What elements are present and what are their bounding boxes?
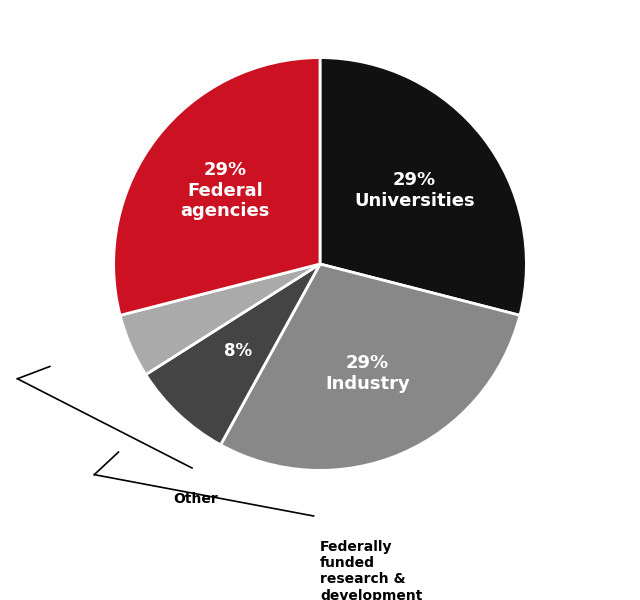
Wedge shape: [120, 264, 320, 374]
Wedge shape: [146, 264, 320, 445]
Text: Federally
funded
research &
development
centers: Federally funded research & development …: [320, 540, 422, 600]
Text: 29%
Industry: 29% Industry: [325, 355, 410, 393]
Wedge shape: [221, 264, 520, 470]
Text: 8%: 8%: [224, 342, 252, 360]
Text: 29%
Federal
agencies: 29% Federal agencies: [180, 161, 270, 220]
Wedge shape: [320, 58, 526, 316]
Wedge shape: [114, 58, 320, 316]
Text: Other: Other: [173, 492, 218, 506]
Text: 29%
Universities: 29% Universities: [355, 171, 475, 210]
